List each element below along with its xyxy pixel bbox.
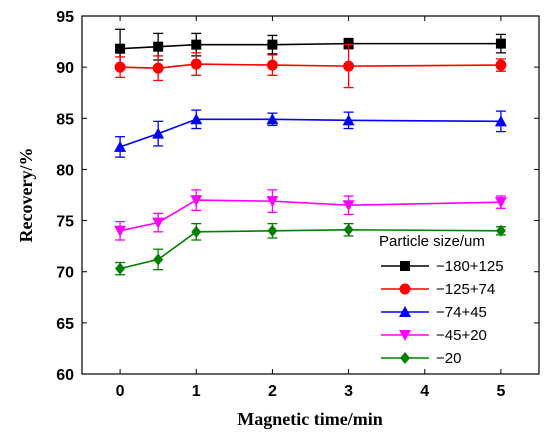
marker-triangle-up [399,306,411,317]
marker-square [115,43,126,54]
marker-diamond [343,223,354,236]
marker-diamond [191,225,202,238]
marker-triangle-up [190,113,203,125]
y-tick-label: 70 [56,265,74,282]
marker-circle [114,61,126,73]
x-tick-label: 3 [344,383,353,400]
marker-diamond [115,262,126,275]
series [114,189,507,241]
legend-entry: −45+20 [381,327,487,344]
y-tick-label: 65 [56,316,74,333]
legend-entry: −20 [381,350,461,367]
marker-square [343,38,354,49]
series-line [119,118,501,148]
marker-triangle-up [114,140,127,152]
series [114,109,507,158]
legend-label: −20 [436,350,461,367]
y-tick-label: 60 [56,367,74,384]
marker-triangle-down [114,225,127,237]
marker-triangle-up [494,115,507,127]
x-tick-label: 1 [192,383,201,400]
marker-circle [152,62,164,74]
marker-triangle-up [266,113,279,125]
marker-triangle-down [266,196,279,208]
marker-circle [495,59,507,71]
plot-frame [81,15,540,375]
marker-diamond [400,352,410,364]
marker-triangle-up [152,127,165,139]
x-axis-title: Magnetic time/min [237,409,382,429]
series-line [120,42,501,50]
legend-label: −74+45 [436,304,487,321]
x-tick-label: 4 [420,383,429,400]
marker-diamond [267,224,278,237]
y-axis-title: Recovery/% [16,148,36,243]
marker-circle [399,283,411,295]
legend-entry: −125+74 [381,281,495,298]
x-tick-label: 0 [116,383,125,400]
legend-label: −45+20 [436,327,487,344]
y-tick-label: 75 [56,214,74,231]
legend: Particle size/um −180+125 −125+74 −74+45 −4… [379,233,504,367]
series [115,28,506,69]
marker-triangle-down [152,217,165,229]
x-tick-label: 2 [268,383,277,400]
marker-square [153,41,164,52]
series-line [119,228,501,270]
legend-entry: −74+45 [381,304,487,321]
y-tick-label: 95 [56,9,74,26]
marker-square [400,261,410,271]
marker-diamond [153,253,164,266]
marker-triangle-up [342,114,355,126]
marker-square [191,39,202,50]
marker-triangle-down [399,330,411,341]
axis-ticks: 60 65 70 75 80 85 90 95 0 1 2 3 4 5 [56,9,539,400]
legend-title: Particle size/um [379,233,485,250]
legend-label: −180+125 [436,258,504,275]
series [114,43,507,89]
legend-label: −125+74 [436,281,495,298]
marker-circle [190,58,202,70]
marker-diamond [495,224,506,237]
y-tick-label: 90 [56,60,74,77]
series-line [120,63,501,69]
marker-triangle-down [342,200,355,212]
x-tick-label: 5 [496,383,505,400]
series-line [119,199,501,232]
y-tick-label: 80 [56,162,74,179]
marker-triangle-down [494,197,507,209]
marker-circle [266,59,278,71]
marker-square [495,38,506,49]
legend-entry: −180+125 [381,258,504,275]
marker-square [267,39,278,50]
series-layer [114,28,507,276]
marker-circle [343,60,355,72]
series [115,222,506,276]
marker-triangle-down [190,195,203,207]
y-tick-label: 85 [56,111,74,128]
